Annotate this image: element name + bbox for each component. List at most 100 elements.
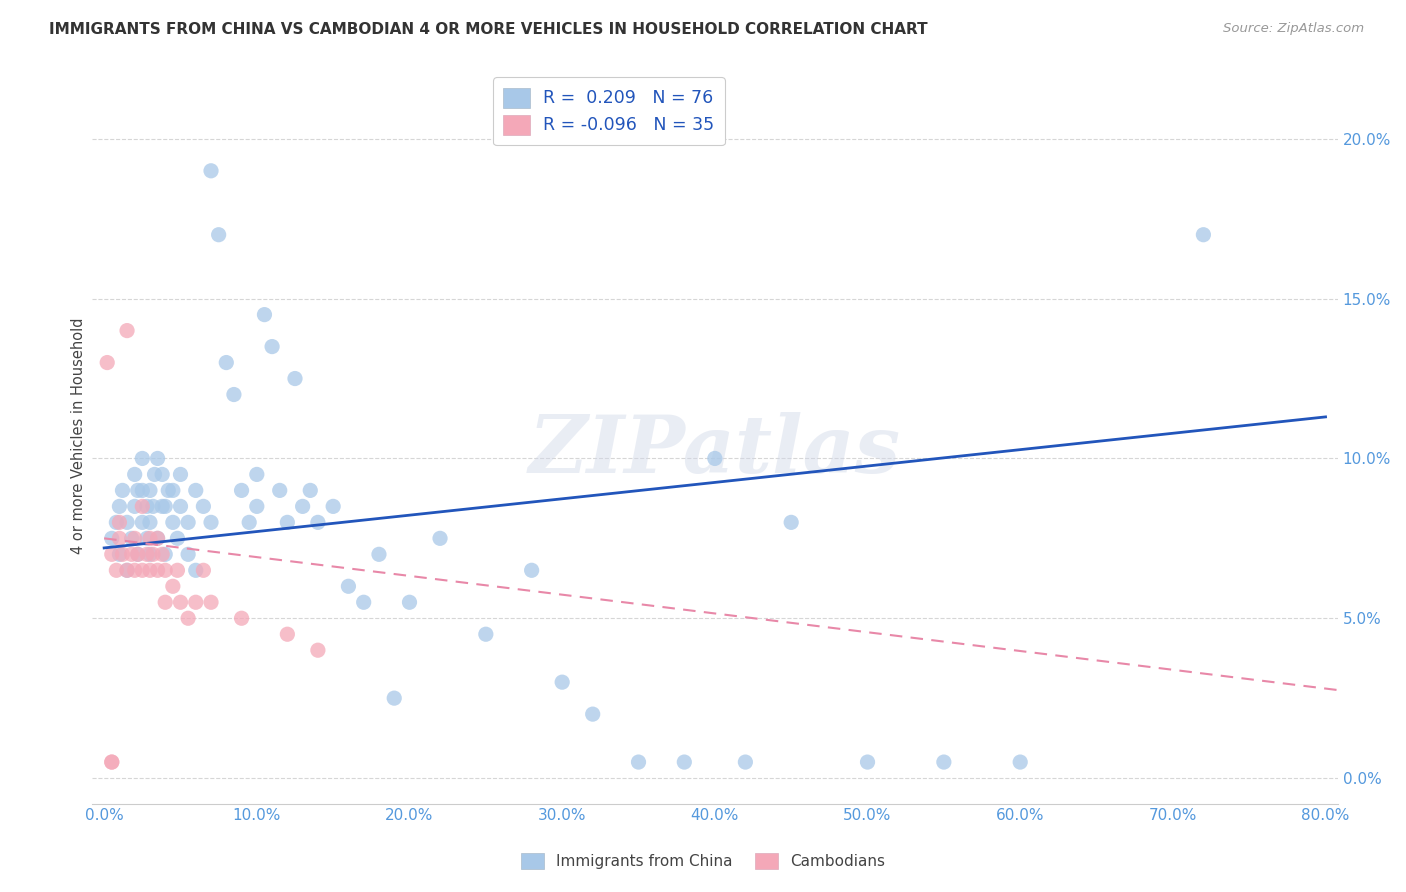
- Point: [150, 467, 173, 482]
- Point: [856, 755, 879, 769]
- Point: [146, 563, 169, 577]
- Point: [139, 563, 162, 577]
- Point: [262, 340, 284, 354]
- Legend: Immigrants from China, Cambodians: Immigrants from China, Cambodians: [515, 847, 891, 875]
- Point: [139, 532, 162, 546]
- Point: [127, 547, 149, 561]
- Point: [115, 563, 138, 577]
- Text: IMMIGRANTS FROM CHINA VS CAMBODIAN 4 OR MORE VEHICLES IN HOUSEHOLD CORRELATION C: IMMIGRANTS FROM CHINA VS CAMBODIAN 4 OR …: [49, 22, 928, 37]
- Point: [307, 516, 329, 530]
- Y-axis label: 4 or more Vehicles in Household: 4 or more Vehicles in Household: [72, 318, 86, 554]
- Point: [101, 755, 124, 769]
- Point: [139, 547, 162, 561]
- Point: [222, 387, 245, 401]
- Point: [139, 483, 162, 498]
- Point: [108, 500, 131, 514]
- Point: [108, 547, 131, 561]
- Point: [299, 483, 322, 498]
- Point: [1010, 755, 1032, 769]
- Point: [101, 532, 124, 546]
- Point: [131, 483, 153, 498]
- Point: [157, 483, 180, 498]
- Point: [146, 451, 169, 466]
- Point: [780, 516, 803, 530]
- Point: [169, 500, 191, 514]
- Point: [551, 675, 574, 690]
- Point: [322, 500, 344, 514]
- Point: [253, 308, 276, 322]
- Point: [101, 755, 124, 769]
- Point: [127, 547, 149, 561]
- Point: [146, 532, 169, 546]
- Point: [1192, 227, 1215, 242]
- Point: [135, 500, 157, 514]
- Point: [398, 595, 420, 609]
- Point: [932, 755, 955, 769]
- Legend: R =  0.209   N = 76, R = -0.096   N = 35: R = 0.209 N = 76, R = -0.096 N = 35: [494, 78, 725, 145]
- Point: [177, 611, 200, 625]
- Point: [429, 532, 451, 546]
- Point: [108, 516, 131, 530]
- Point: [96, 355, 118, 369]
- Point: [127, 483, 149, 498]
- Point: [124, 532, 146, 546]
- Point: [115, 563, 138, 577]
- Point: [193, 563, 215, 577]
- Point: [155, 595, 177, 609]
- Point: [382, 691, 405, 706]
- Point: [307, 643, 329, 657]
- Point: [139, 516, 162, 530]
- Point: [155, 547, 177, 561]
- Point: [193, 500, 215, 514]
- Point: [135, 532, 157, 546]
- Point: [162, 579, 184, 593]
- Point: [238, 516, 260, 530]
- Point: [143, 467, 166, 482]
- Point: [162, 516, 184, 530]
- Point: [131, 451, 153, 466]
- Text: ZIPatlas: ZIPatlas: [529, 412, 901, 490]
- Point: [520, 563, 543, 577]
- Point: [200, 516, 222, 530]
- Point: [276, 627, 298, 641]
- Text: Source: ZipAtlas.com: Source: ZipAtlas.com: [1223, 22, 1364, 36]
- Point: [146, 532, 169, 546]
- Point: [231, 483, 253, 498]
- Point: [368, 547, 391, 561]
- Point: [131, 500, 153, 514]
- Point: [246, 500, 269, 514]
- Point: [135, 547, 157, 561]
- Point: [231, 611, 253, 625]
- Point: [108, 532, 131, 546]
- Point: [124, 563, 146, 577]
- Point: [166, 532, 188, 546]
- Point: [353, 595, 375, 609]
- Point: [142, 500, 165, 514]
- Point: [734, 755, 756, 769]
- Point: [115, 324, 138, 338]
- Point: [111, 483, 134, 498]
- Point: [184, 563, 207, 577]
- Point: [475, 627, 498, 641]
- Point: [150, 547, 173, 561]
- Point: [246, 467, 269, 482]
- Point: [200, 163, 222, 178]
- Point: [155, 563, 177, 577]
- Point: [124, 500, 146, 514]
- Point: [101, 547, 124, 561]
- Point: [703, 451, 725, 466]
- Point: [284, 371, 307, 385]
- Point: [337, 579, 360, 593]
- Point: [582, 707, 605, 722]
- Point: [115, 516, 138, 530]
- Point: [177, 547, 200, 561]
- Point: [177, 516, 200, 530]
- Point: [162, 483, 184, 498]
- Point: [627, 755, 650, 769]
- Point: [150, 500, 173, 514]
- Point: [105, 563, 128, 577]
- Point: [121, 547, 143, 561]
- Point: [111, 547, 134, 561]
- Point: [121, 532, 143, 546]
- Point: [215, 355, 238, 369]
